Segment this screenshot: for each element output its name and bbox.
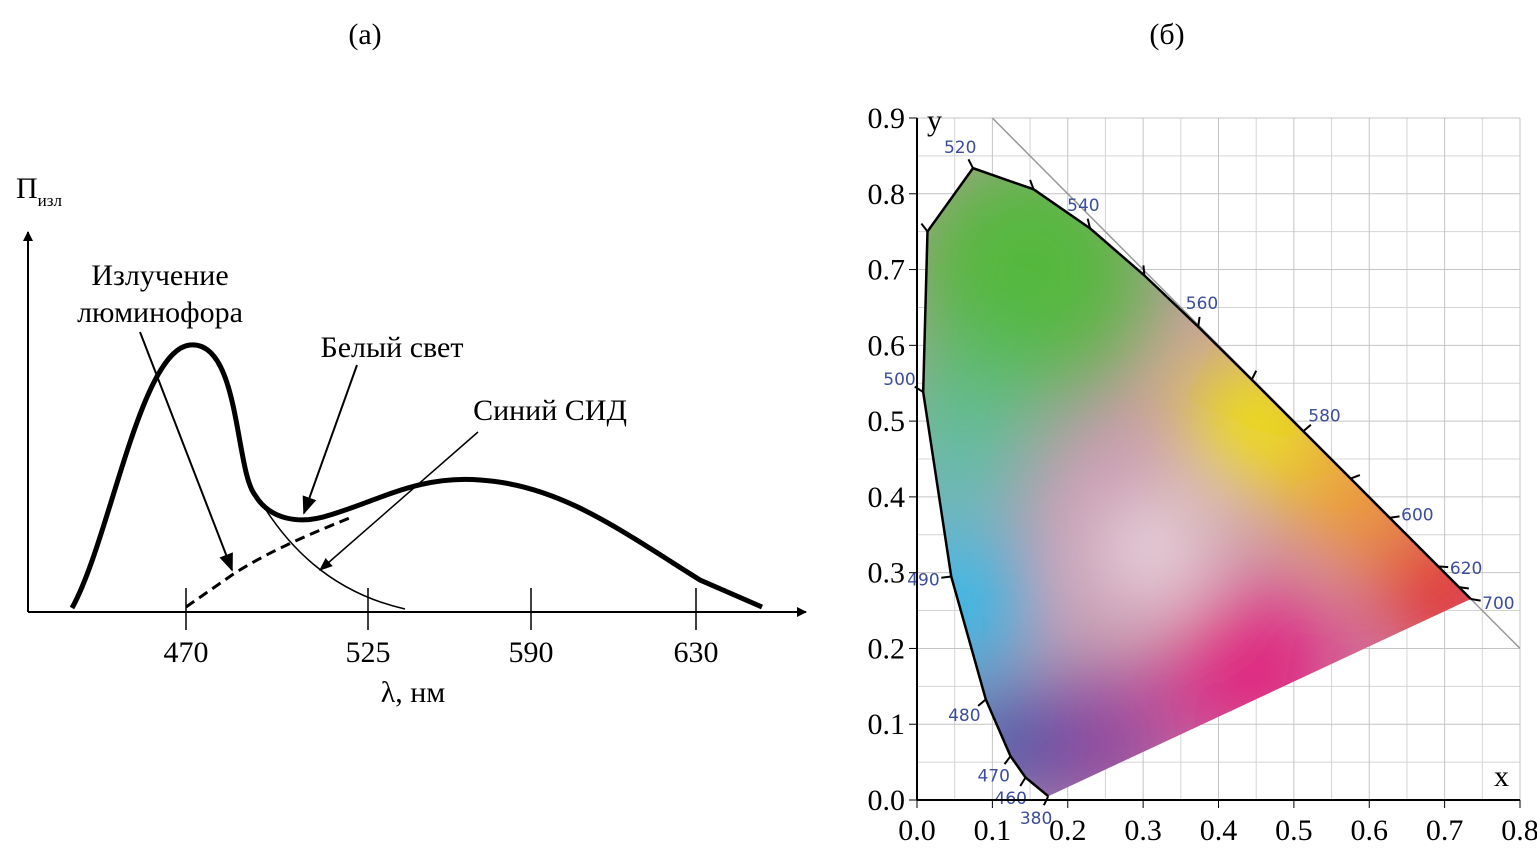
locus-tick xyxy=(1086,218,1092,229)
locus-tick xyxy=(1438,565,1449,569)
locus-tick xyxy=(1350,474,1361,480)
x-tick-label: 0.7 xyxy=(1426,814,1464,847)
x-tick-label: 0.0 xyxy=(898,814,936,847)
locus-tick xyxy=(920,222,929,233)
x-tick-label: 0.4 xyxy=(1200,814,1238,847)
annotation: Белый свет xyxy=(321,331,464,364)
white-light-curve xyxy=(69,342,763,610)
y-tick-label: 0.1 xyxy=(868,708,906,741)
locus-tick xyxy=(1302,423,1312,433)
locus-tick xyxy=(1250,370,1258,381)
x-axis-label: λ, нм xyxy=(381,676,446,709)
x-tick-label: 0.5 xyxy=(1275,814,1313,847)
x-tick-label: 525 xyxy=(346,636,391,669)
y-tick-label: 0.5 xyxy=(868,405,906,438)
y-tick-label: 0.9 xyxy=(868,102,906,135)
locus-tick xyxy=(1470,597,1481,602)
locus-tick xyxy=(1019,776,1027,787)
wavelength-label: 580 xyxy=(1308,407,1340,427)
y-tick-label: 0.6 xyxy=(868,329,906,362)
x-tick-label: 590 xyxy=(509,636,554,669)
x-tick-label: 470 xyxy=(164,636,209,669)
panel-title: (а) xyxy=(348,18,381,51)
panel-a: (а) Пизл λ, нм Излучение люминофора Белы… xyxy=(16,18,807,709)
locus-tick xyxy=(1142,265,1146,276)
locus-tick xyxy=(1458,586,1469,590)
locus-tick xyxy=(1197,316,1201,327)
blue-led-curve xyxy=(254,491,406,610)
arrow xyxy=(318,431,479,571)
y-axis-label: y xyxy=(927,104,942,137)
y-tick-label: 0.8 xyxy=(868,178,906,211)
annotation: Синий СИД xyxy=(473,394,627,427)
arrow xyxy=(139,331,233,572)
x-axis-label: x xyxy=(1494,760,1509,793)
locus-tick xyxy=(1029,179,1035,190)
wavelength-label: 500 xyxy=(883,370,915,390)
wavelength-label: 380 xyxy=(1020,809,1052,829)
locus-tick xyxy=(1003,755,1012,765)
wavelength-label: 520 xyxy=(944,138,976,158)
wavelength-label: 460 xyxy=(995,789,1027,809)
wavelength-label: 560 xyxy=(1186,294,1218,314)
locus-tick xyxy=(941,575,952,579)
locus-tick xyxy=(1389,515,1400,519)
y-tick-label: 0.0 xyxy=(868,784,906,817)
annotation: Излучение xyxy=(91,259,228,292)
locus-tick xyxy=(977,698,987,707)
y-axis-label: Пизл xyxy=(16,172,62,210)
wavelength-label: 700 xyxy=(1482,594,1514,614)
x-tick-label: 0.3 xyxy=(1124,814,1162,847)
x-tick-label: 0.2 xyxy=(1049,814,1087,847)
wavelength-label: 600 xyxy=(1401,506,1433,526)
wavelength-label: 540 xyxy=(1067,196,1099,216)
x-tick-label: 0.8 xyxy=(1501,814,1537,847)
locus-tick xyxy=(967,158,974,169)
axes: 0.0 0.1 0.2 0.3 0.4 0.5 0.6 0.7 0.8 0.0 0.1 0.2 0.3 0… xyxy=(868,102,1537,847)
wavelength-label: 480 xyxy=(948,706,980,726)
y-tick-label: 0.4 xyxy=(868,481,906,514)
x-tick-label: 0.6 xyxy=(1351,814,1389,847)
y-tick-label: 0.3 xyxy=(868,557,906,590)
x-tick-label: 630 xyxy=(674,636,719,669)
y-tick-label: 0.2 xyxy=(868,632,906,665)
x-tick-label: 0.1 xyxy=(974,814,1012,847)
annotation: люминофора xyxy=(77,296,243,329)
wavelength-label: 490 xyxy=(907,571,939,591)
panel-title: (б) xyxy=(1149,18,1184,51)
wavelength-label: 620 xyxy=(1450,559,1482,579)
wavelength-label: 470 xyxy=(977,766,1009,786)
y-tick-label: 0.7 xyxy=(868,254,906,287)
phosphor-curve xyxy=(185,515,353,609)
arrow xyxy=(302,364,358,515)
